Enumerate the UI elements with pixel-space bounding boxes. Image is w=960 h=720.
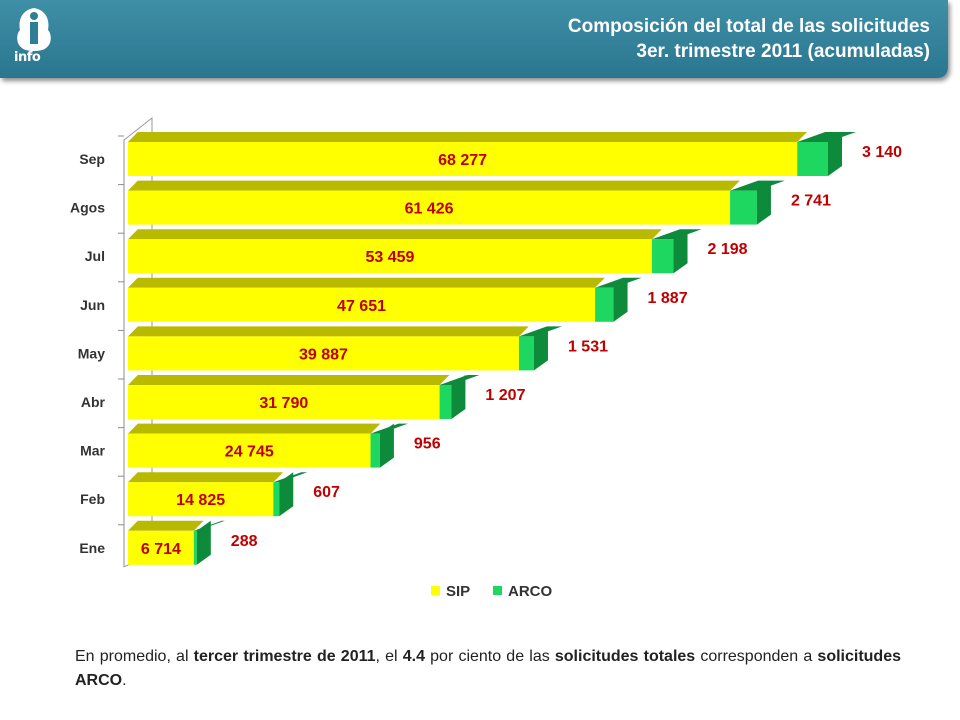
footnote-bold-1: tercer trimestre de 2011 (193, 648, 376, 665)
arco-bar (797, 142, 828, 176)
footnote: En promedio, al tercer trimestre de 2011… (75, 645, 901, 693)
sip-bar (128, 482, 274, 517)
sip-value-label: 68 277 (438, 152, 487, 169)
y-tick-label: Agos (70, 200, 105, 216)
arco-bar-side (379, 423, 394, 468)
y-tick-label: Jul (85, 248, 105, 264)
arco-bar-top (730, 180, 785, 191)
arco-bar (595, 287, 614, 322)
sip-value-label: 24 745 (225, 444, 274, 461)
sip-bar (128, 530, 194, 565)
legend-label-sip: SIP (446, 583, 470, 600)
sip-bar (128, 142, 798, 176)
sip-bar-top (128, 277, 605, 288)
y-tick-label: Mar (80, 443, 105, 459)
arco-bar-top (797, 132, 856, 142)
title-line-2: 3er. trimestre 2011 (acumuladas) (636, 41, 930, 62)
arco-bar-top (651, 229, 702, 240)
header-banner: info Composición del total de las solici… (0, 0, 948, 78)
sip-bar (128, 336, 519, 371)
sip-value-label: 14 825 (176, 492, 225, 509)
arco-value-label: 607 (313, 484, 340, 501)
arco-bar (439, 385, 452, 419)
arco-value-label: 3 140 (862, 144, 902, 161)
infodf-logo-icon (17, 8, 51, 51)
sip-bar-top (128, 375, 450, 385)
sip-bar-top (128, 472, 284, 483)
arco-bar (193, 530, 197, 565)
arco-value-label: 1 531 (568, 338, 608, 355)
footnote-bold-2: 4.4 (402, 648, 425, 665)
arco-value-label: 2 741 (791, 193, 831, 210)
legend-label-arco: ARCO (508, 583, 552, 600)
arco-value-label: 2 198 (708, 241, 748, 258)
sip-bar-top (128, 229, 662, 240)
arco-bar-side (279, 472, 294, 517)
arco-bar-side (533, 326, 548, 371)
sip-value-label: 61 426 (405, 201, 454, 218)
arco-bar (651, 239, 674, 274)
arco-bar-side (451, 375, 466, 419)
sip-bar-top (128, 423, 381, 434)
arco-value-label: 1 207 (485, 387, 525, 404)
sip-value-label: 39 887 (299, 346, 348, 363)
sip-bar-top (128, 326, 529, 337)
title-line-1: Composición del total de las solicitudes (567, 16, 930, 37)
arco-bar-top (518, 326, 562, 337)
sip-value-label: 31 790 (259, 395, 308, 412)
footnote-bold-4: solicitudes ARCO (75, 648, 901, 689)
sip-bar (128, 385, 440, 419)
page-title: Composición del total de las solicitudes… (568, 14, 930, 64)
arco-bar-side (673, 229, 688, 274)
arco-bar-side (196, 520, 211, 565)
legend-swatch-sip (431, 586, 440, 595)
y-tick-label: Ene (79, 540, 105, 556)
y-tick-label: Feb (80, 491, 105, 507)
sip-bar (128, 433, 371, 468)
arco-value-label: 956 (414, 436, 441, 453)
sip-bar-top (128, 520, 204, 531)
footnote-text-2: , el (375, 648, 403, 665)
arco-bar-side (756, 180, 771, 225)
y-tick-label: May (78, 345, 105, 361)
y-tick-label: Sep (79, 151, 105, 167)
sip-value-label: 6 714 (141, 541, 181, 558)
arco-bar-top (595, 277, 642, 288)
arco-value-label: 1 887 (648, 290, 688, 307)
legend-swatch-arco (493, 586, 502, 595)
arco-bar-side (828, 132, 842, 176)
footnote-text-5: . (122, 672, 127, 689)
y-tick-label: Abr (81, 394, 106, 410)
footnote-text-3: por ciento de las (424, 648, 555, 665)
logo-text: info (14, 50, 41, 65)
sip-bar-top (128, 180, 740, 191)
footnote-bold-3: solicitudes totales (554, 648, 696, 665)
sip-bar (128, 239, 652, 274)
bar-chart: Sep 68 277 3 140 Agos 61 426 2 741 Jul 53 459 2 … (70, 116, 902, 600)
footnote-text-1: En promedio, al (75, 648, 194, 665)
arco-value-label: 288 (231, 533, 258, 550)
footnote-text-4: corresponden a (695, 648, 818, 665)
sip-bar-top (128, 132, 808, 142)
sip-value-label: 53 459 (366, 249, 415, 266)
arco-bar (273, 482, 280, 517)
arco-bar (730, 190, 757, 225)
sip-value-label: 47 651 (337, 298, 386, 315)
sip-bar (128, 287, 596, 322)
y-tick-label: Jun (80, 297, 105, 313)
sip-bar (128, 190, 731, 225)
arco-bar (370, 433, 380, 468)
arco-bar (518, 336, 534, 371)
arco-bar-side (613, 277, 628, 322)
